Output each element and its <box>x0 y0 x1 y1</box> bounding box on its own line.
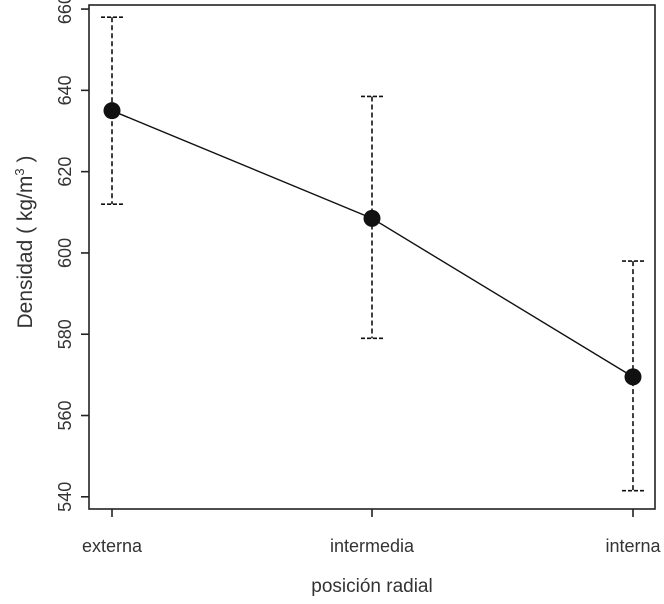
data-point <box>103 102 121 120</box>
y-axis-title-suffix: ) <box>14 156 37 169</box>
y-axis: 540 560 580 600 620 640 660 <box>55 0 89 512</box>
y-tick-label: 620 <box>55 157 75 187</box>
y-axis-title: Densidad ( kg/m3 ) <box>12 156 37 329</box>
y-tick-label: 660 <box>55 0 75 24</box>
x-tick-label: externa <box>82 536 143 556</box>
x-axis-title: posición radial <box>311 576 432 597</box>
series-1 <box>103 102 642 386</box>
x-tick-label: interna <box>605 536 661 556</box>
y-tick-label: 640 <box>55 75 75 105</box>
y-tick-label: 560 <box>55 400 75 430</box>
y-axis-title-superscript: 3 <box>12 168 27 175</box>
y-tick-label: 600 <box>55 238 75 268</box>
y-axis-title-prefix: Densidad ( kg/m <box>14 176 37 329</box>
y-tick-label: 580 <box>55 319 75 349</box>
x-tick-label: intermedia <box>330 536 415 556</box>
x-axis: externa intermedia interna <box>82 509 662 556</box>
error-bars <box>101 16 644 492</box>
y-tick-label: 540 <box>55 482 75 512</box>
data-point <box>624 368 642 386</box>
data-point <box>363 209 381 227</box>
